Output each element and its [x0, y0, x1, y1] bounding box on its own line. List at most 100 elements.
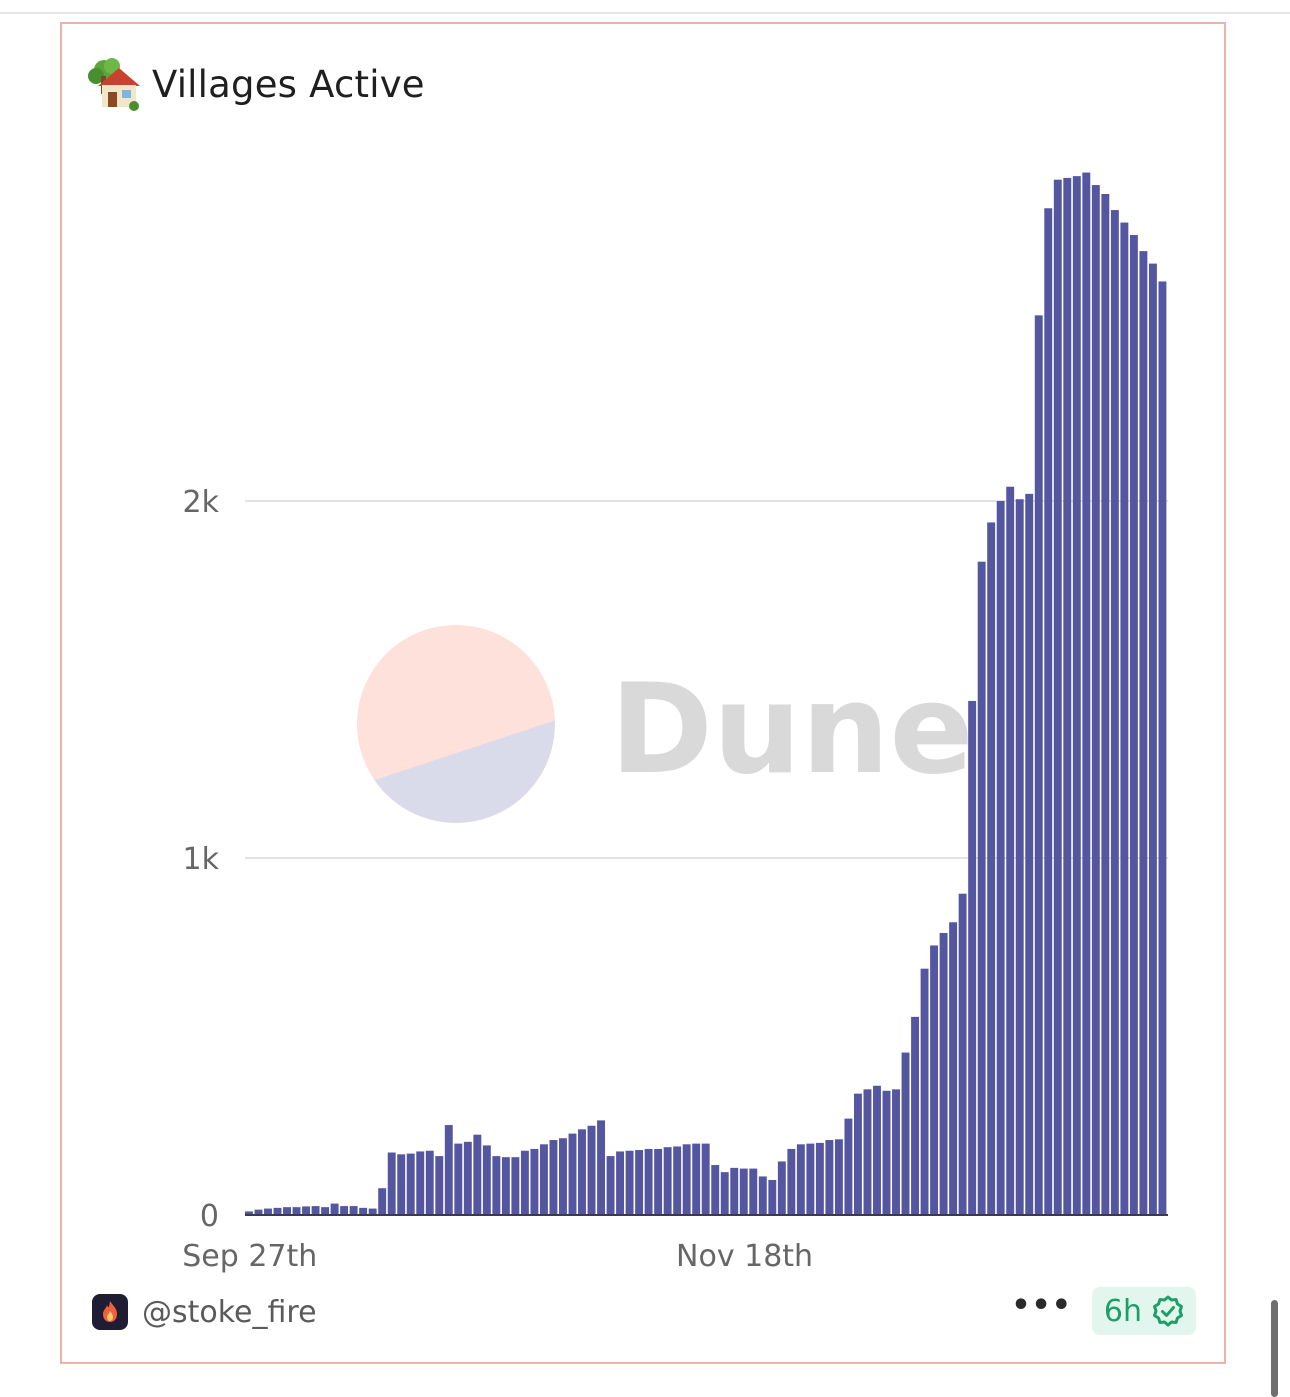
bar[interactable]: [749, 1168, 758, 1215]
bar[interactable]: [378, 1188, 387, 1215]
bar[interactable]: [406, 1153, 415, 1215]
bar[interactable]: [1025, 493, 1034, 1215]
bar[interactable]: [692, 1143, 701, 1215]
bar[interactable]: [701, 1143, 710, 1215]
bar[interactable]: [958, 893, 967, 1215]
bar[interactable]: [1148, 263, 1157, 1216]
bar[interactable]: [730, 1167, 739, 1215]
bar[interactable]: [911, 1016, 919, 1215]
bar[interactable]: [349, 1206, 358, 1215]
bar[interactable]: [578, 1129, 586, 1215]
bar[interactable]: [901, 1052, 910, 1215]
bar[interactable]: [1139, 251, 1148, 1216]
bar[interactable]: [625, 1150, 634, 1215]
bar[interactable]: [321, 1207, 330, 1215]
bar[interactable]: [330, 1203, 339, 1215]
bar[interactable]: [777, 1161, 786, 1215]
bar[interactable]: [549, 1140, 558, 1215]
bar[interactable]: [539, 1144, 548, 1215]
bar[interactable]: [530, 1148, 539, 1215]
bar[interactable]: [1034, 315, 1043, 1215]
bar[interactable]: [863, 1089, 872, 1215]
bar[interactable]: [520, 1150, 529, 1215]
bar[interactable]: [568, 1133, 577, 1215]
bar[interactable]: [597, 1120, 605, 1215]
bar[interactable]: [444, 1125, 453, 1215]
bar[interactable]: [977, 561, 986, 1215]
bar[interactable]: [987, 522, 996, 1215]
bar[interactable]: [492, 1156, 501, 1215]
bar[interactable]: [1053, 179, 1062, 1216]
bar[interactable]: [1082, 172, 1091, 1215]
bar[interactable]: [949, 922, 958, 1215]
bar[interactable]: [673, 1146, 682, 1215]
bar[interactable]: [359, 1207, 368, 1215]
bar[interactable]: [920, 968, 929, 1215]
bar[interactable]: [1006, 486, 1015, 1216]
bar[interactable]: [815, 1142, 824, 1215]
bar[interactable]: [245, 1211, 253, 1215]
bar[interactable]: [511, 1157, 520, 1215]
bar[interactable]: [1110, 210, 1119, 1216]
bar[interactable]: [435, 1156, 444, 1215]
bar[interactable]: [616, 1151, 625, 1215]
author-handle[interactable]: @stoke_fire: [142, 1294, 317, 1330]
bar[interactable]: [587, 1125, 596, 1215]
bar[interactable]: [482, 1145, 491, 1215]
bar[interactable]: [254, 1209, 263, 1215]
bar[interactable]: [454, 1143, 463, 1215]
bar[interactable]: [873, 1085, 881, 1215]
bar[interactable]: [644, 1148, 653, 1215]
bar[interactable]: [1101, 193, 1110, 1216]
bar[interactable]: [930, 945, 939, 1215]
more-options-button[interactable]: •••: [1011, 1288, 1072, 1323]
bar[interactable]: [1015, 499, 1024, 1216]
bar[interactable]: [302, 1206, 311, 1215]
bar[interactable]: [606, 1156, 615, 1215]
bar[interactable]: [720, 1172, 729, 1215]
bar[interactable]: [387, 1152, 396, 1215]
author-avatar[interactable]: [92, 1294, 128, 1330]
bar[interactable]: [501, 1157, 510, 1215]
bar[interactable]: [1091, 185, 1100, 1215]
bar[interactable]: [1129, 235, 1138, 1216]
bar[interactable]: [340, 1206, 349, 1215]
bar[interactable]: [882, 1090, 891, 1215]
bar[interactable]: [425, 1150, 434, 1215]
bar[interactable]: [834, 1139, 843, 1215]
author-row[interactable]: @stoke_fire: [92, 1292, 317, 1332]
bar[interactable]: [473, 1134, 482, 1215]
bar[interactable]: [273, 1207, 282, 1215]
bar[interactable]: [1120, 222, 1129, 1216]
bar[interactable]: [368, 1208, 377, 1215]
bar[interactable]: [939, 932, 948, 1215]
bar[interactable]: [853, 1093, 862, 1215]
bar[interactable]: [768, 1180, 777, 1215]
bar[interactable]: [844, 1118, 853, 1215]
bar[interactable]: [416, 1151, 425, 1215]
bar[interactable]: [1158, 281, 1167, 1215]
bar[interactable]: [682, 1144, 691, 1215]
bar[interactable]: [663, 1147, 672, 1215]
bar[interactable]: [711, 1165, 720, 1215]
bar[interactable]: [968, 700, 977, 1215]
bar[interactable]: [796, 1144, 805, 1215]
bar[interactable]: [758, 1176, 767, 1215]
bar[interactable]: [739, 1168, 748, 1215]
bar[interactable]: [892, 1089, 900, 1215]
bar[interactable]: [463, 1141, 472, 1215]
bar[interactable]: [635, 1150, 644, 1215]
bar[interactable]: [996, 501, 1005, 1215]
bar[interactable]: [397, 1154, 406, 1215]
bar[interactable]: [1063, 177, 1072, 1215]
bar[interactable]: [825, 1140, 834, 1215]
refresh-badge[interactable]: 6h: [1091, 1287, 1196, 1335]
bar[interactable]: [1044, 208, 1053, 1215]
bar[interactable]: [654, 1148, 663, 1215]
bar[interactable]: [559, 1138, 567, 1215]
bar[interactable]: [787, 1148, 796, 1215]
bar[interactable]: [264, 1208, 272, 1215]
bar[interactable]: [283, 1207, 291, 1215]
bar[interactable]: [1072, 176, 1081, 1215]
bar[interactable]: [292, 1207, 301, 1215]
